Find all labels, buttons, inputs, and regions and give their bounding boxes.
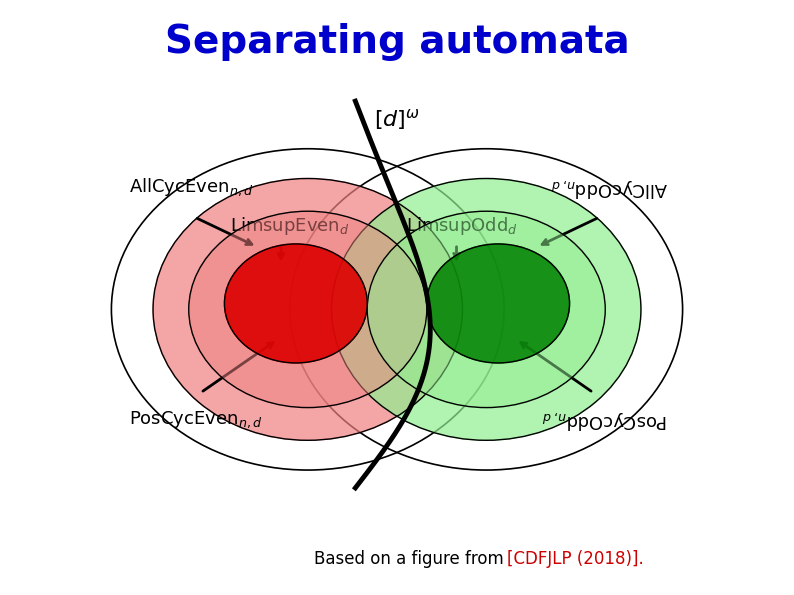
Text: Separating automata: Separating automata xyxy=(164,23,630,61)
Text: [CDFJLP (2018)].: [CDFJLP (2018)]. xyxy=(507,550,644,568)
Text: Based on a figure from: Based on a figure from xyxy=(314,550,509,568)
Ellipse shape xyxy=(368,211,605,408)
Ellipse shape xyxy=(189,211,426,408)
Ellipse shape xyxy=(332,178,641,440)
Text: PosCycOdd$_{n,d}$: PosCycOdd$_{n,d}$ xyxy=(542,409,668,430)
Text: LimsupEven$_d$: LimsupEven$_d$ xyxy=(230,215,350,237)
Ellipse shape xyxy=(426,244,569,363)
Text: LimsupOdd$_d$: LimsupOdd$_d$ xyxy=(406,215,518,237)
Text: $[d]^\omega$: $[d]^\omega$ xyxy=(374,107,420,131)
Text: AllCycEven$_{n,d}$: AllCycEven$_{n,d}$ xyxy=(129,177,254,198)
Text: AllCycOdd$_{n,d}$: AllCycOdd$_{n,d}$ xyxy=(550,177,668,198)
Ellipse shape xyxy=(225,244,368,363)
Ellipse shape xyxy=(153,178,462,440)
Text: PosCycEven$_{n,d}$: PosCycEven$_{n,d}$ xyxy=(129,409,263,430)
